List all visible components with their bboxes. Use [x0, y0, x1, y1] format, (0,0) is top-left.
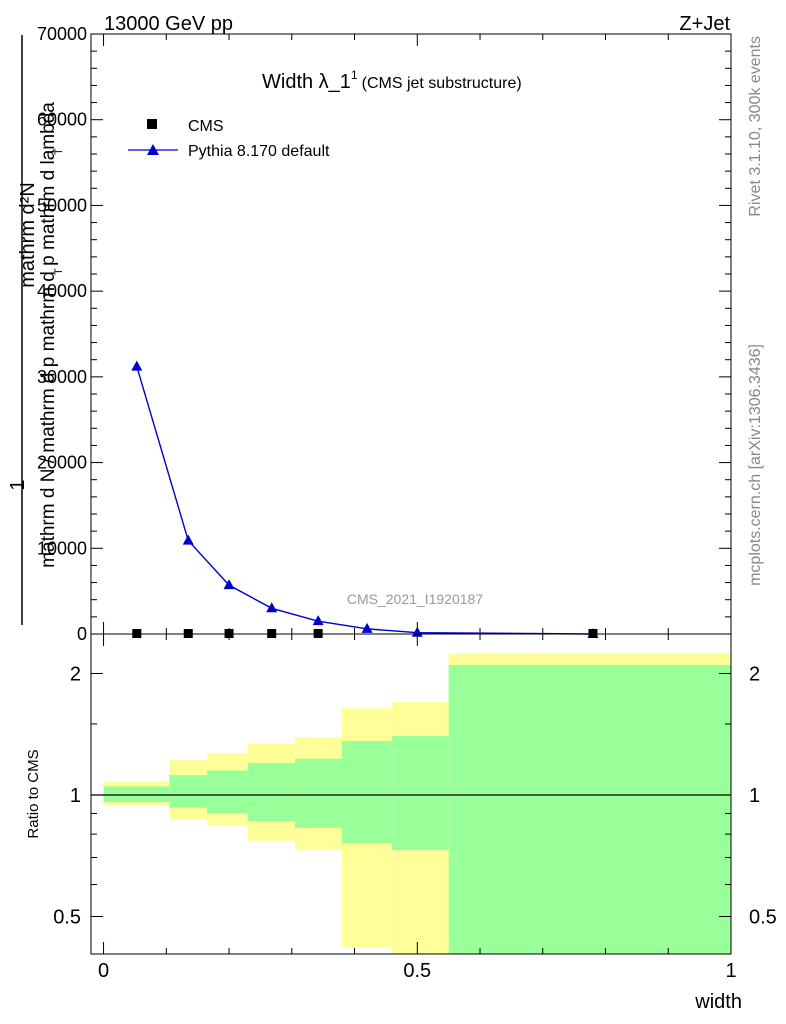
ratio-band-green [103, 786, 170, 803]
series-pythia-point [361, 622, 373, 633]
series-pythia-point [182, 534, 194, 545]
main-ytick-label: 50000 [37, 195, 87, 215]
legend-label-cms: CMS [188, 118, 224, 135]
series-pythia-line [136, 366, 593, 635]
main-ytick-label: 30000 [37, 367, 87, 387]
y-label-sub1: T [53, 148, 65, 155]
y-label-numerator: mathrm d²N [17, 182, 39, 288]
ratio-xtick-label: 0 [98, 960, 109, 982]
header-left: 13000 GeV pp [104, 13, 233, 35]
ratio-ytick-label: 0.5 [53, 907, 81, 929]
ratio-band-green [448, 664, 731, 954]
main-ytick-label: 40000 [37, 281, 87, 301]
header-right: Z+Jet [679, 13, 730, 35]
ratio-ytick-label: 2 [70, 664, 81, 686]
main-y-label: mathrm d²N 1 mathrm d N / mathrm d p mat… [7, 35, 65, 625]
main-ytick-label: 20000 [37, 453, 87, 473]
legend-marker-pythia [147, 144, 159, 155]
y-label-denominator: mathrm d N / mathrm d p mathrm d p mathr… [38, 102, 59, 568]
ratio-band-green [392, 736, 449, 851]
y-label-one: 1 [7, 479, 29, 490]
ratio-band-green [341, 741, 393, 844]
series-pythia-point [266, 602, 278, 613]
mcplots-label: mcplots.cern.ch [arXiv:1306.3436] [747, 344, 764, 586]
ratio-xtick-label: 0.5 [403, 960, 431, 982]
ratio-ticks: 0.5 0.5 1 1 2 2 0 0.5 1 [53, 634, 777, 982]
main-y-ticks: 0 10000 20000 30000 40000 50000 60000 70000 [37, 24, 732, 644]
ratio-band-green [207, 770, 248, 814]
main-ytick-label: 60000 [37, 110, 87, 130]
ratio-ytick-label-right: 1 [749, 785, 760, 807]
ratio-panel: 0.5 0.5 1 1 2 2 0 0.5 1 Ratio to CMS width [25, 633, 777, 1013]
legend-marker-cms [147, 119, 157, 129]
main-ytick-label: 70000 [37, 24, 87, 44]
main-ytick-label: 10000 [37, 538, 87, 558]
rivet-label: Rivet 3.1.10, 300k events [747, 36, 764, 217]
ratio-xtick-label: 1 [725, 960, 736, 982]
ratio-y-label: Ratio to CMS [25, 749, 42, 838]
ratio-band-green [247, 763, 295, 822]
series-pythia-point [223, 579, 235, 590]
ratio-ytick-label: 1 [70, 785, 81, 807]
main-ytick-label: 0 [77, 624, 87, 644]
series-pythia-point [131, 360, 143, 371]
ratio-bands [91, 652, 731, 954]
ratio-ytick-label-right: 2 [749, 664, 760, 686]
x-axis-label: width [694, 991, 742, 1013]
legend-label-pythia: Pythia 8.170 default [188, 143, 330, 160]
y-label-sub2: T [53, 268, 65, 275]
ratio-ytick-label-right: 0.5 [749, 907, 777, 929]
watermark: CMS_2021_I1920187 [347, 591, 483, 607]
main-panel: 0 10000 20000 30000 40000 50000 60000 70000 Wid… [7, 24, 732, 644]
ratio-frame [90, 633, 732, 955]
legend: CMS Pythia 8.170 default [128, 118, 330, 160]
series-pythia-point [312, 615, 324, 626]
ratio-band-green [169, 775, 208, 808]
main-title: Width λ_11 (CMS jet substructure) [262, 68, 522, 93]
ratio-band-green [294, 758, 342, 828]
